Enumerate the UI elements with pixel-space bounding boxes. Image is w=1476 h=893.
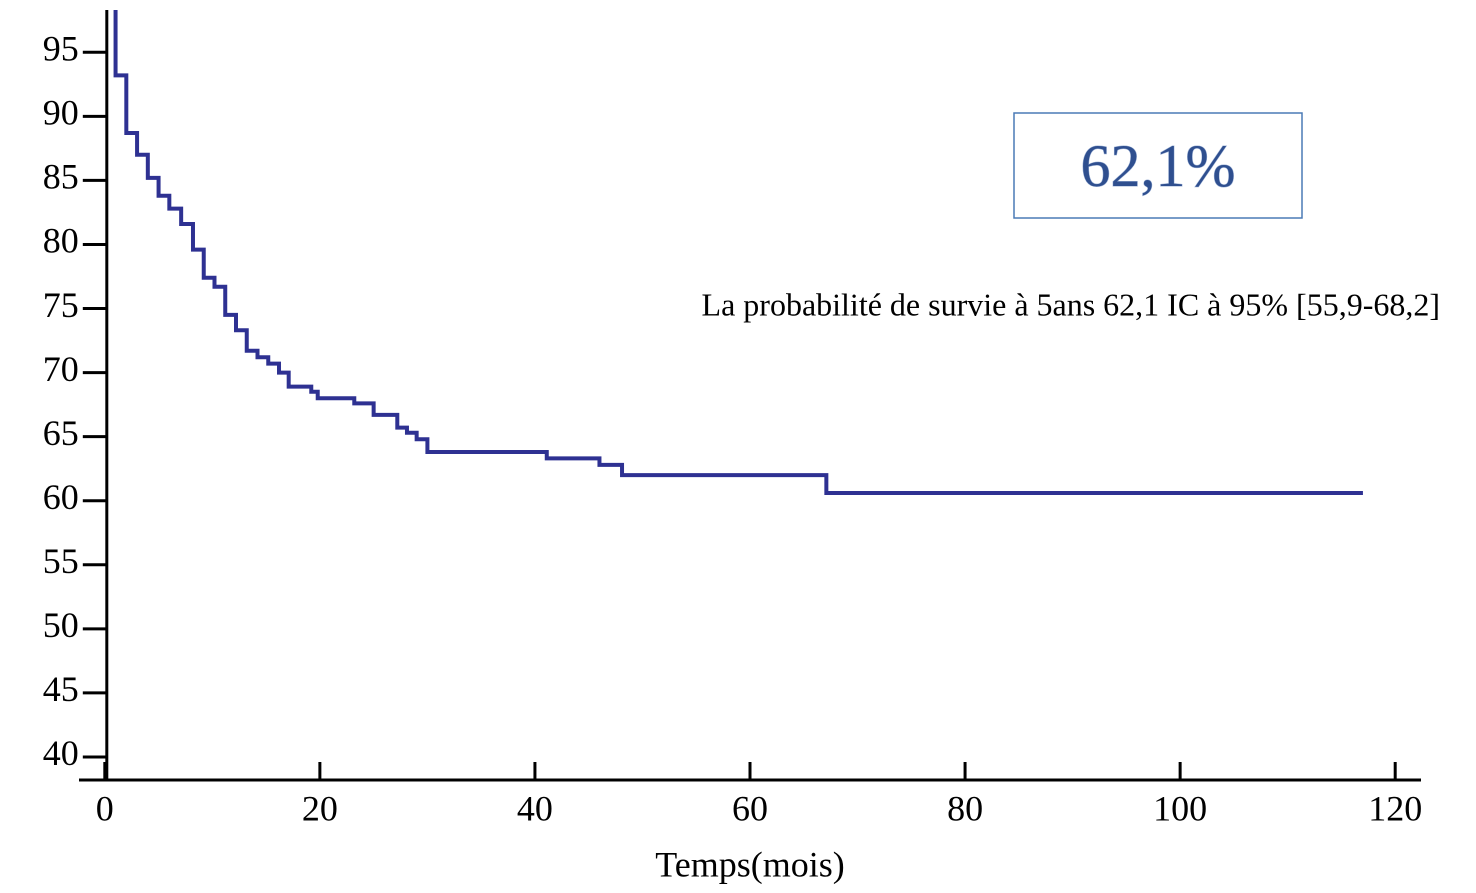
- x-tick-label: 80: [947, 788, 983, 828]
- x-tick-label: 100: [1153, 788, 1207, 828]
- y-tick-label: 50: [43, 605, 79, 645]
- y-tick-label: 75: [43, 285, 79, 325]
- y-tick-label: 40: [43, 733, 79, 773]
- x-axis-label: Temps(mois): [655, 844, 844, 884]
- y-tick-label: 80: [43, 221, 79, 261]
- y-tick-label: 45: [43, 669, 79, 709]
- y-tick-label: 95: [43, 29, 79, 69]
- highlight-box: [1013, 112, 1303, 219]
- y-tick-label: 85: [43, 157, 79, 197]
- survival-curve: [113, 10, 1363, 496]
- highlight-text: 62,1%: [1081, 133, 1236, 199]
- y-tick-label: 60: [43, 477, 79, 517]
- x-tick-label: 60: [732, 788, 768, 828]
- x-tick-label: 0: [96, 788, 114, 828]
- y-tick-label: 65: [43, 413, 79, 453]
- annotation: La probabilité de survie à 5ans 62,1 IC …: [702, 286, 1440, 322]
- y-tick-label: 90: [43, 93, 79, 133]
- x-tick-label: 120: [1368, 788, 1422, 828]
- y-tick-label: 55: [43, 541, 79, 581]
- x-tick-label: 40: [517, 788, 553, 828]
- x-tick-label: 20: [302, 788, 338, 828]
- y-tick-label: 70: [43, 349, 79, 389]
